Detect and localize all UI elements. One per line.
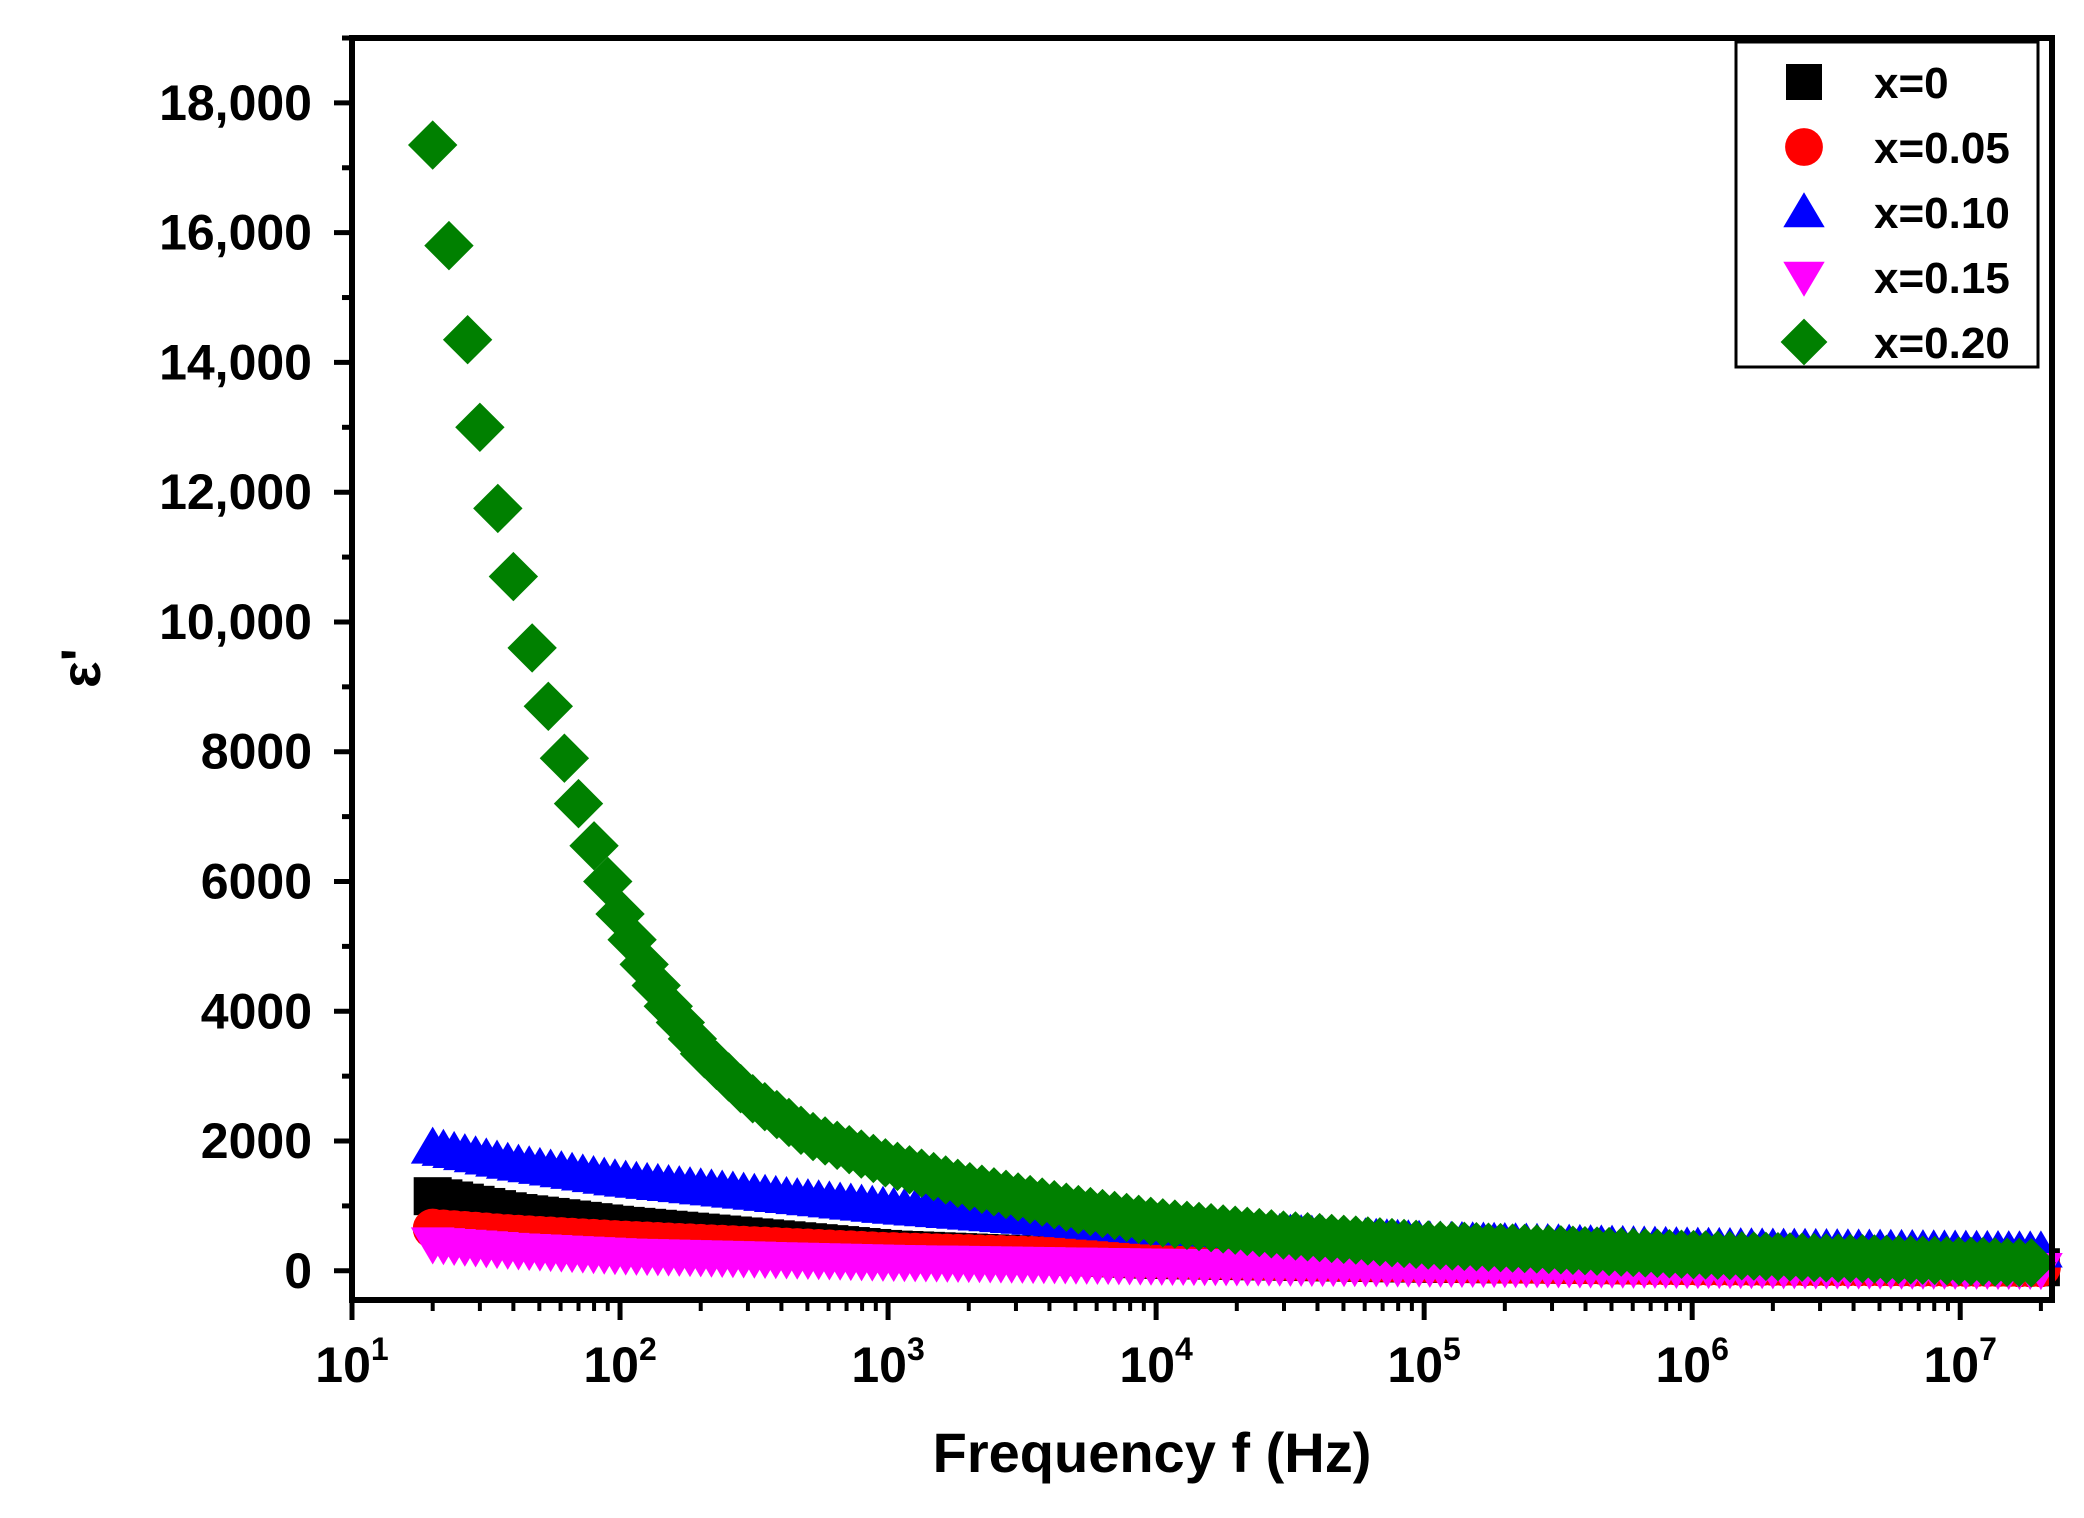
x-tick-label: 102: [583, 1331, 656, 1393]
data-point: [569, 821, 619, 871]
plot-markers: [407, 120, 2063, 1291]
x-tick-base: 10: [583, 1337, 639, 1393]
legend-marker: [1783, 261, 1825, 297]
legend-marker: [1786, 64, 1822, 100]
data-point: [631, 960, 681, 1011]
legend: x=0 x=0.05 x=0.10 x=0.15 x=0.20: [1734, 40, 2040, 369]
data-point: [553, 778, 604, 829]
legend-label: x=0: [1874, 59, 1949, 108]
x-tick-label: 104: [1119, 1331, 1193, 1393]
y-tick-label: 0: [284, 1243, 312, 1299]
x-tick-exponent: 1: [371, 1331, 389, 1367]
legend-marker: [1780, 318, 1828, 366]
legend-marker: [1785, 128, 1823, 166]
x-tick-exponent: 2: [639, 1331, 657, 1367]
x-axis-title: Frequency f (Hz): [933, 1421, 1372, 1484]
y-tick-label: 10,000: [159, 594, 312, 650]
data-point: [424, 220, 474, 271]
legend-label: x=0.10: [1874, 189, 2010, 238]
y-tick-label: 16,000: [159, 205, 312, 261]
axes: 0 2000 4000 6000 8000 10,000 12,000 14,000 16,00…: [49, 35, 2055, 1484]
x-tick-exponent: 3: [907, 1331, 925, 1367]
data-point: [539, 733, 590, 783]
x-tick-label: 103: [851, 1331, 924, 1393]
x-tick-base: 10: [1387, 1337, 1443, 1393]
data-point: [407, 120, 458, 170]
data-point: [583, 856, 633, 907]
x-tick-label: 106: [1655, 1331, 1728, 1393]
data-point: [655, 997, 706, 1048]
x-tick-exponent: 6: [1711, 1331, 1729, 1367]
x-tick-label: 105: [1387, 1331, 1460, 1393]
legend-label: x=0.05: [1874, 124, 2010, 173]
y-tick-label: 2000: [201, 1113, 312, 1169]
legend-marker: [1783, 192, 1825, 228]
x-tick-base: 10: [315, 1337, 371, 1393]
data-point: [507, 623, 557, 673]
y-tick-label: 4000: [201, 983, 312, 1039]
data-point: [643, 981, 693, 1031]
legend-label: x=0.15: [1874, 254, 2010, 303]
data-point: [523, 681, 574, 732]
y-axis-title: ε': [49, 648, 112, 688]
x-tick-base: 10: [851, 1337, 907, 1393]
x-tick-base: 10: [1119, 1337, 1175, 1393]
x-tick-base: 10: [1655, 1337, 1711, 1393]
y-tick-label: 6000: [201, 853, 312, 909]
legend-label: x=0.20: [1874, 319, 2010, 368]
data-point: [442, 315, 493, 365]
y-tick-label: 18,000: [159, 75, 312, 131]
data-point: [473, 483, 523, 534]
x-tick-exponent: 7: [1979, 1331, 1997, 1367]
data-point: [488, 551, 539, 602]
plot-frame: [349, 35, 2055, 1303]
x-tick-label: 107: [1924, 1331, 1997, 1393]
x-tick-exponent: 4: [1175, 1331, 1193, 1367]
data-point: [667, 1014, 718, 1064]
data-point: [2006, 1238, 2056, 1288]
y-tick-label: 8000: [201, 724, 312, 780]
x-tick-label: 101: [315, 1331, 388, 1393]
data-point: [455, 402, 505, 453]
y-tick-label: 12,000: [159, 464, 312, 520]
x-tick-base: 10: [1924, 1337, 1980, 1393]
series-x-0-20: [407, 120, 2056, 1288]
y-tick-label: 14,000: [159, 334, 312, 390]
x-tick-exponent: 5: [1443, 1331, 1461, 1367]
